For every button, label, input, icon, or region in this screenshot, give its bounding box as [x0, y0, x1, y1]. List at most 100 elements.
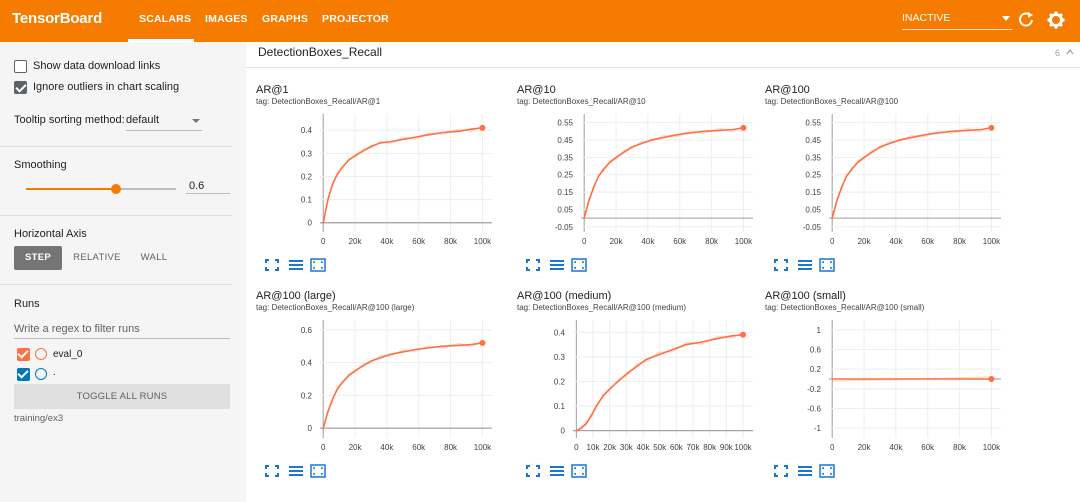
series-last-point: [479, 339, 486, 346]
fullscreen-icon[interactable]: [773, 258, 789, 272]
run-eval-0-checkbox[interactable]: [17, 348, 30, 361]
ignore-outliers-checkbox[interactable]: [14, 81, 27, 94]
series-line-eval-0: [831, 127, 992, 219]
run-eval-0-color-icon: [35, 348, 47, 360]
line-chart[interactable]: 0 20k 40k 60k 80k 100k -0.05 0.05 0.15 0.25 0.35 0.…: [765, 108, 1005, 256]
x-tick-label: 20k: [603, 443, 617, 452]
chart-title: AR@100 (medium): [517, 290, 612, 302]
chart-toolbar: [773, 258, 853, 274]
show-download-links-checkbox[interactable]: [14, 60, 27, 73]
y-tick-label: 0.3: [301, 149, 313, 158]
inactive-select-value: INACTIVE: [902, 12, 951, 24]
fit-domain-icon[interactable]: [571, 464, 587, 478]
y-tick-label: 1: [817, 326, 822, 335]
tooltip-sorting-select[interactable]: default: [126, 113, 202, 131]
series-raw-line: [322, 340, 483, 431]
tab-scalars[interactable]: SCALARS: [139, 13, 192, 25]
x-tick-label: 60k: [673, 237, 687, 246]
smoothing-value-input[interactable]: 0.6: [186, 176, 230, 194]
gear-icon[interactable]: [1046, 10, 1066, 30]
series-last-point: [479, 124, 486, 131]
log-scale-icon[interactable]: [797, 258, 813, 272]
x-tick-label: 90k: [720, 443, 734, 452]
log-scale-icon[interactable]: [549, 258, 565, 272]
x-tick-label: 70k: [687, 443, 701, 452]
line-chart[interactable]: 0 20k 40k 60k 80k 100k -1 -0.6 -0.2 0.2 0.6 1: [765, 314, 1005, 462]
y-tick-label: 0.05: [805, 205, 821, 214]
y-tick-label: 0.3: [554, 353, 566, 362]
run-dot-checkbox[interactable]: [17, 368, 30, 381]
line-chart[interactable]: 0 20k 40k 60k 80k 100k 0 0.2 0.4 0.6: [256, 314, 496, 462]
toggle-all-runs-button[interactable]: TOGGLE ALL RUNS: [14, 384, 230, 409]
y-tick-label: 0.2: [554, 377, 566, 386]
x-tick-label: 0: [574, 443, 579, 452]
line-chart[interactable]: 0 20k 40k 60k 80k 100k -0.05 0.05 0.15 0.25 0.35 0.…: [517, 108, 757, 256]
fit-domain-icon[interactable]: [819, 464, 835, 478]
fit-domain-icon[interactable]: [571, 258, 587, 272]
fit-domain-icon[interactable]: [819, 258, 835, 272]
y-tick-label: 0.15: [805, 188, 821, 197]
x-tick-label: 100k: [734, 443, 752, 452]
tab-graphs[interactable]: GRAPHS: [262, 13, 309, 25]
chevron-up-icon[interactable]: [1066, 48, 1074, 56]
x-tick-label: 20k: [858, 443, 872, 452]
fullscreen-icon[interactable]: [773, 464, 789, 478]
group-title: DetectionBoxes_Recall: [258, 45, 383, 59]
fullscreen-icon[interactable]: [525, 258, 541, 272]
fullscreen-icon[interactable]: [525, 464, 541, 478]
x-tick-label: 100k: [474, 443, 492, 452]
x-tick-label: 20k: [349, 237, 363, 246]
smoothing-slider[interactable]: [26, 184, 176, 194]
chart-title: AR@100 (large): [256, 290, 336, 302]
series-line-eval-0: [322, 342, 483, 429]
scalar-chart-card: AR@100 tag: DetectionBoxes_Recall/AR@100 0…: [765, 84, 1005, 280]
active-tab-indicator: [128, 39, 194, 42]
y-tick-label: 0.25: [805, 171, 821, 180]
fit-domain-icon[interactable]: [310, 464, 326, 478]
chart-tag: tag: DetectionBoxes_Recall/AR@10: [517, 97, 646, 106]
fullscreen-icon[interactable]: [264, 464, 280, 478]
y-tick-label: 0.4: [301, 359, 313, 368]
series-last-point: [988, 124, 995, 131]
axis-step-button[interactable]: STEP: [14, 246, 62, 270]
x-tick-label: 0: [582, 237, 587, 246]
top-bar: TensorBoard SCALARS IMAGES GRAPHS PROJEC…: [0, 0, 1080, 42]
runs-filter-input[interactable]: [14, 319, 230, 339]
tab-projector[interactable]: PROJECTOR: [322, 13, 389, 25]
x-tick-label: 20k: [858, 237, 872, 246]
inactive-plugins-select[interactable]: INACTIVE: [902, 8, 1012, 30]
tooltip-sorting-value: default: [126, 114, 160, 126]
x-tick-label: 100k: [983, 237, 1001, 246]
log-scale-icon[interactable]: [288, 258, 304, 272]
y-tick-label: 0.2: [301, 391, 313, 400]
y-tick-label: 0.6: [301, 326, 313, 335]
x-tick-label: 100k: [474, 237, 492, 246]
fullscreen-icon[interactable]: [264, 258, 280, 272]
y-tick-label: -0.2: [807, 385, 821, 394]
x-tick-label: 0: [321, 237, 326, 246]
scalar-chart-card: AR@100 (small) tag: DetectionBoxes_Recall…: [765, 290, 1005, 486]
axis-wall-button[interactable]: WALL: [140, 252, 168, 263]
fit-domain-icon[interactable]: [310, 258, 326, 272]
tab-images[interactable]: IMAGES: [205, 13, 248, 25]
x-tick-label: 100k: [735, 237, 753, 246]
smoothing-slider-handle[interactable]: [111, 184, 121, 194]
chart-title: AR@100: [765, 84, 810, 96]
x-tick-label: 80k: [953, 237, 967, 246]
refresh-icon[interactable]: [1016, 10, 1036, 30]
x-tick-label: 80k: [703, 443, 717, 452]
group-header[interactable]: DetectionBoxes_Recall 6: [246, 42, 1080, 68]
y-tick-label: 0.2: [301, 172, 313, 181]
line-chart[interactable]: 0 10k 20k 30k 40k 50k 60k 70k 80k 90k 100k 0 0.1 0.2 0…: [517, 314, 757, 462]
log-scale-icon[interactable]: [288, 464, 304, 478]
y-tick-label: 0.35: [805, 153, 821, 162]
log-scale-icon[interactable]: [549, 464, 565, 478]
chart-title: AR@1: [256, 84, 289, 96]
line-chart[interactable]: 0 20k 40k 60k 80k 100k 0 0.1 0.2 0.3 0.4: [256, 108, 496, 256]
log-scale-icon[interactable]: [797, 464, 813, 478]
axis-relative-button[interactable]: RELATIVE: [73, 252, 121, 263]
y-tick-label: 0.05: [557, 205, 573, 214]
runs-directory-label: training/ex3: [14, 413, 64, 424]
scalar-chart-card: AR@100 (large) tag: DetectionBoxes_Recall…: [256, 290, 496, 486]
chart-title: AR@100 (small): [765, 290, 846, 302]
